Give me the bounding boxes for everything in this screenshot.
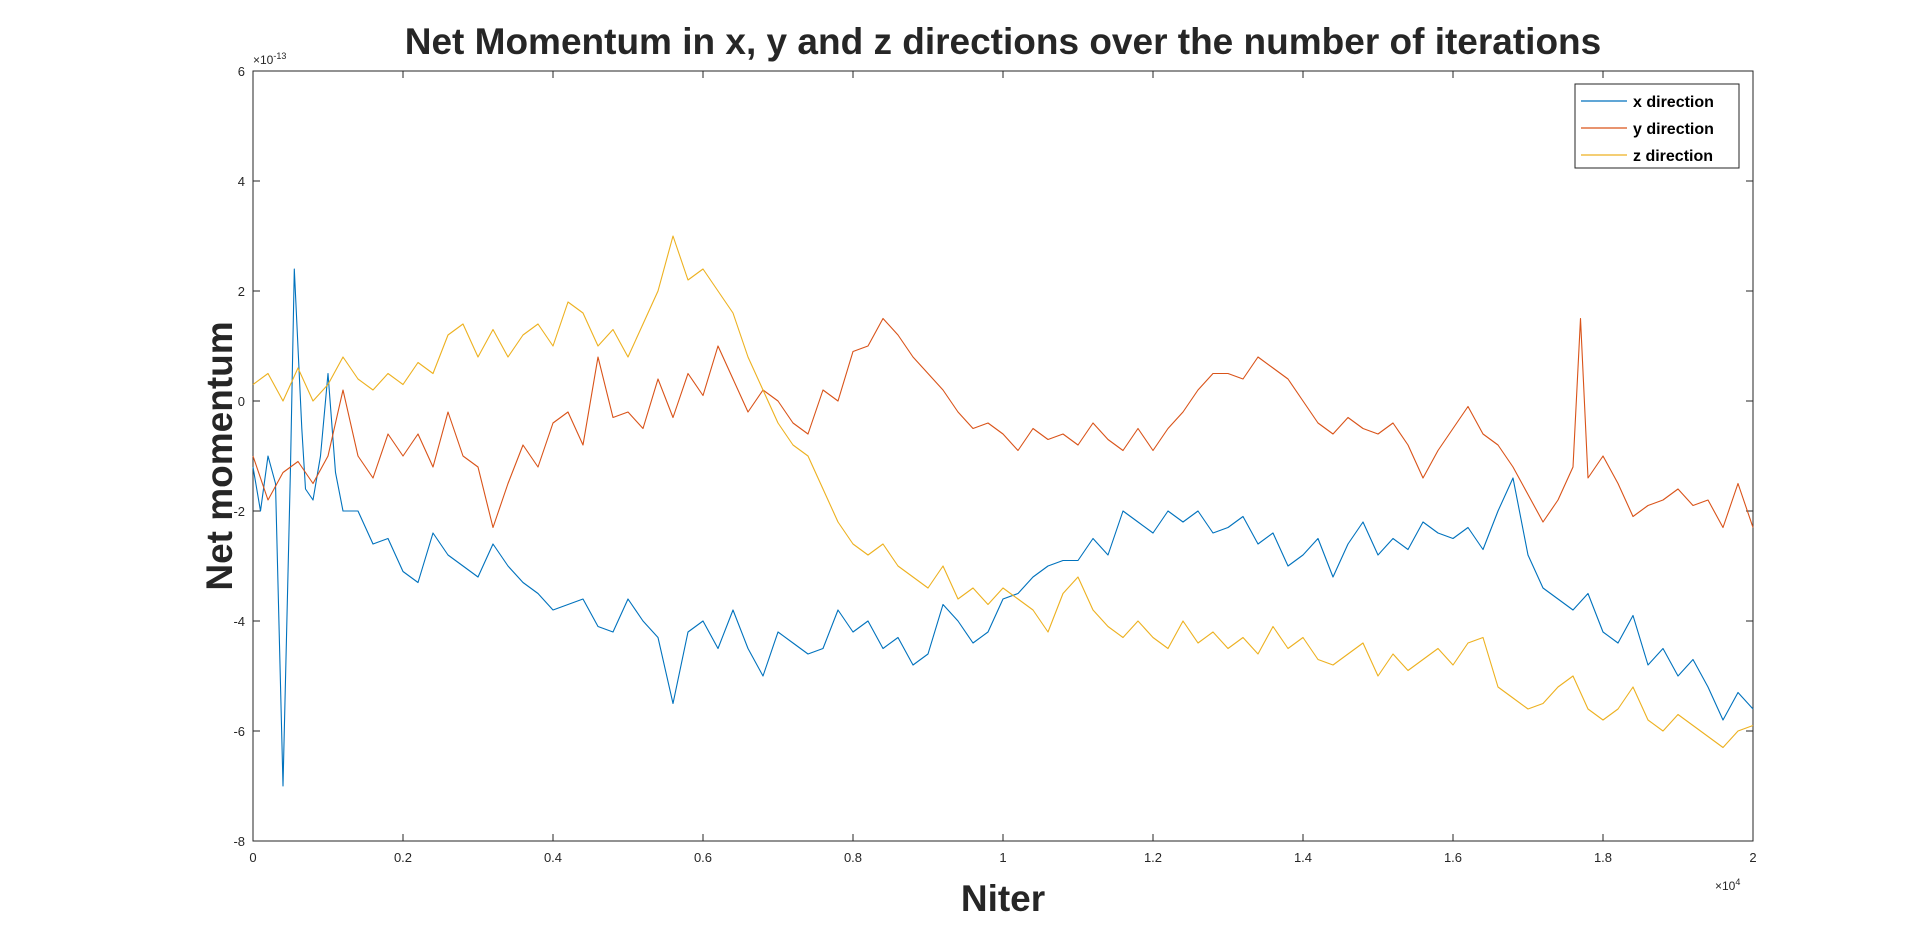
y-tick-label: 2: [238, 284, 245, 299]
x-tick-label: 0.8: [844, 850, 862, 865]
y-tick-label: -6: [233, 724, 245, 739]
y-tick-label: 6: [238, 64, 245, 79]
y-tick-label: 4: [238, 174, 245, 189]
series-line-3: [252, 235, 1754, 749]
y-axis: -8 -6 -4 -2 0 2 4 6: [233, 64, 1753, 849]
legend-box: [1574, 83, 1740, 169]
legend-label: y direction: [1633, 121, 1714, 138]
y-axis-label: Net momentum: [199, 321, 240, 590]
chart-title: Net Momentum in x, y and z directions ov…: [405, 21, 1602, 62]
x-axis: 0 0.2 0.4 0.6 0.8 1 1.2 1.4 1.6 1.8 2: [249, 71, 1757, 865]
x-tick-label: 0.2: [394, 850, 412, 865]
x-tick-label: 0: [249, 850, 256, 865]
x-tick-label: 0.4: [544, 850, 562, 865]
x-axis-label: Niter: [961, 878, 1045, 919]
x-tick-label: 1: [999, 850, 1006, 865]
legend-label: z direction: [1633, 148, 1713, 165]
legend-label: x direction: [1633, 94, 1714, 111]
x-tick-label: 1.6: [1444, 850, 1462, 865]
x-tick-label: 1.2: [1144, 850, 1162, 865]
y-tick-label: 0: [238, 394, 245, 409]
x-tick-label: 2: [1749, 850, 1756, 865]
legend: x direction y direction z direction: [1574, 83, 1740, 169]
x-tick-label: 1.8: [1594, 850, 1612, 865]
series-lines: [252, 235, 1754, 787]
series-line-2: [252, 317, 1754, 529]
y-tick-label: -4: [233, 614, 245, 629]
x-axis-exponent: ×104: [1715, 877, 1740, 893]
x-tick-label: 1.4: [1294, 850, 1312, 865]
x-tick-label: 0.6: [694, 850, 712, 865]
plot-area: [252, 70, 1754, 842]
y-axis-exponent: ×10-13: [253, 51, 286, 67]
y-tick-label: -8: [233, 834, 245, 849]
series-line-1: [252, 268, 1754, 787]
y-tick-label: -2: [233, 504, 245, 519]
